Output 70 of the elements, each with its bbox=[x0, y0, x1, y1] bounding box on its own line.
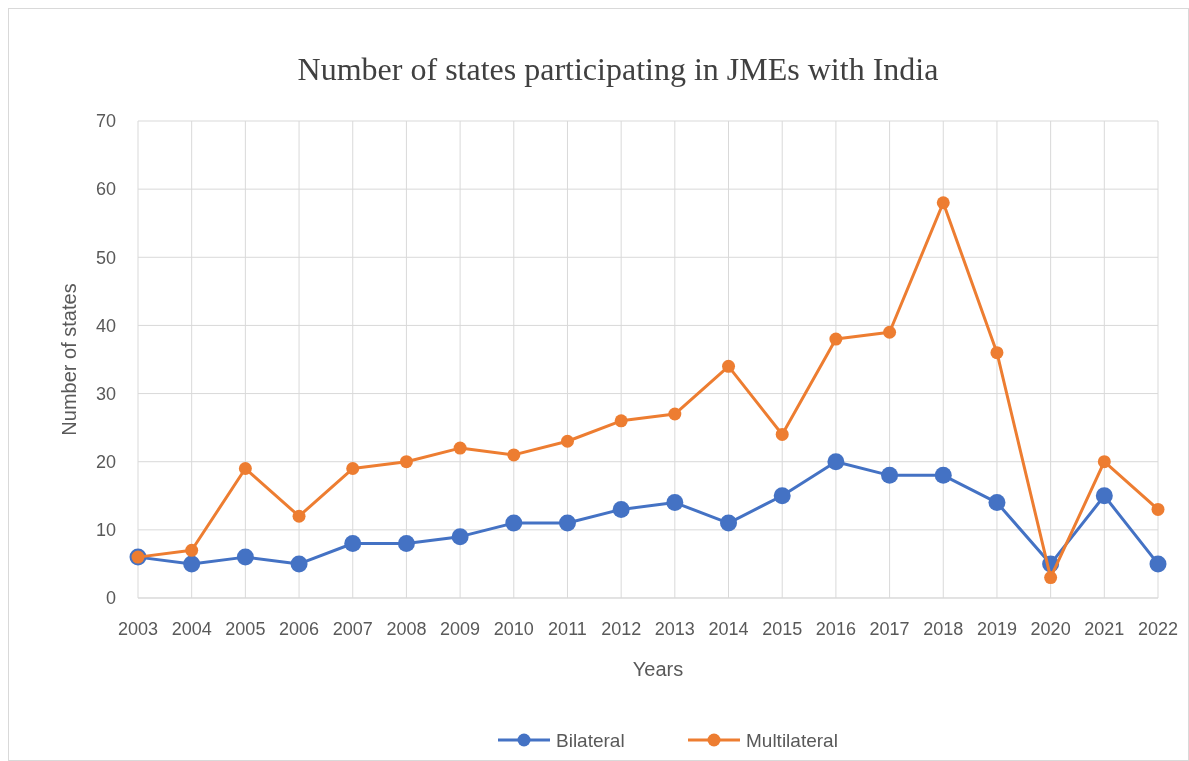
x-axis-title: Years bbox=[632, 658, 684, 680]
x-tick-label: 2009 bbox=[440, 619, 481, 639]
point bbox=[773, 487, 791, 505]
point bbox=[236, 548, 254, 566]
point bbox=[988, 494, 1006, 512]
point bbox=[505, 514, 523, 532]
point bbox=[827, 453, 845, 471]
y-tick-label: 70 bbox=[95, 111, 116, 132]
y-tick-label: 40 bbox=[95, 315, 116, 336]
point bbox=[1097, 455, 1111, 469]
point bbox=[292, 509, 306, 523]
y-tick-label: 0 bbox=[105, 588, 116, 609]
x-tick-label: 2015 bbox=[762, 619, 803, 639]
y-tick-label: 60 bbox=[95, 179, 116, 200]
x-tick-label: 2017 bbox=[869, 619, 910, 639]
x-tick-label: 2010 bbox=[493, 619, 534, 639]
point bbox=[290, 555, 308, 573]
x-tick-label: 2006 bbox=[279, 619, 320, 639]
x-tick-label: 2021 bbox=[1084, 619, 1125, 639]
x-tick-label: 2003 bbox=[117, 619, 159, 639]
x-tick-label: 2011 bbox=[548, 619, 587, 639]
point bbox=[399, 455, 413, 469]
point bbox=[238, 462, 252, 476]
point bbox=[666, 494, 684, 512]
point bbox=[183, 555, 201, 573]
point bbox=[1095, 487, 1113, 505]
point bbox=[1151, 502, 1165, 516]
x-tick-label: 2007 bbox=[332, 619, 373, 639]
point bbox=[451, 528, 469, 546]
legend-label: Bilateral bbox=[556, 729, 625, 751]
x-tick-label: 2019 bbox=[976, 619, 1017, 639]
y-tick-label: 20 bbox=[95, 452, 116, 473]
point bbox=[397, 534, 415, 552]
y-tick-label: 50 bbox=[95, 247, 116, 268]
x-tick-label: 2008 bbox=[386, 619, 427, 639]
point bbox=[722, 359, 736, 373]
point bbox=[936, 196, 950, 210]
x-tick-label: 2005 bbox=[225, 619, 266, 639]
point bbox=[1149, 555, 1167, 573]
x-tick-label: 2014 bbox=[708, 619, 749, 639]
x-tick-label: 2016 bbox=[815, 619, 856, 639]
point bbox=[612, 500, 630, 518]
point bbox=[1044, 571, 1058, 585]
legend-label: Multilateral bbox=[746, 729, 838, 751]
point bbox=[668, 407, 682, 421]
point bbox=[990, 346, 1004, 360]
point bbox=[507, 448, 521, 462]
point bbox=[346, 462, 360, 476]
point bbox=[829, 332, 843, 346]
x-tick-label: 2020 bbox=[1030, 619, 1071, 639]
point bbox=[775, 427, 789, 441]
point bbox=[720, 514, 738, 532]
point bbox=[453, 441, 467, 455]
x-tick-label: 2012 bbox=[601, 619, 642, 639]
x-tick-label: 2004 bbox=[171, 619, 212, 639]
point bbox=[185, 543, 199, 557]
y-tick-label: 10 bbox=[95, 520, 116, 541]
y-axis-title: Number of states bbox=[58, 283, 80, 436]
point bbox=[560, 434, 574, 448]
x-tick-label: 2018 bbox=[923, 619, 964, 639]
point bbox=[934, 466, 952, 484]
point bbox=[558, 514, 576, 532]
point bbox=[344, 534, 362, 552]
point bbox=[883, 325, 897, 339]
point bbox=[881, 466, 899, 484]
point bbox=[614, 414, 628, 428]
chart-title: Number of states participating in JMEs with India bbox=[297, 51, 939, 87]
y-tick-label: 30 bbox=[95, 383, 116, 404]
x-tick-label: 2013 bbox=[654, 619, 695, 639]
x-tick-label: 2022 bbox=[1137, 619, 1179, 639]
